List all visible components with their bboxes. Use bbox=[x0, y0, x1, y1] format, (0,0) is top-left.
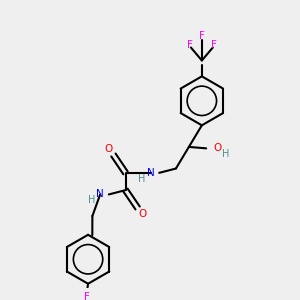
Text: F: F bbox=[211, 40, 217, 50]
Text: H: H bbox=[138, 174, 146, 184]
Text: N: N bbox=[96, 189, 104, 200]
Text: F: F bbox=[199, 31, 205, 41]
Text: O: O bbox=[138, 209, 146, 219]
Text: H: H bbox=[88, 195, 95, 205]
Text: F: F bbox=[187, 40, 193, 50]
Text: N: N bbox=[147, 168, 154, 178]
Text: F: F bbox=[84, 292, 90, 300]
Text: O: O bbox=[105, 144, 113, 154]
Text: O: O bbox=[213, 143, 222, 153]
Text: H: H bbox=[222, 148, 229, 158]
